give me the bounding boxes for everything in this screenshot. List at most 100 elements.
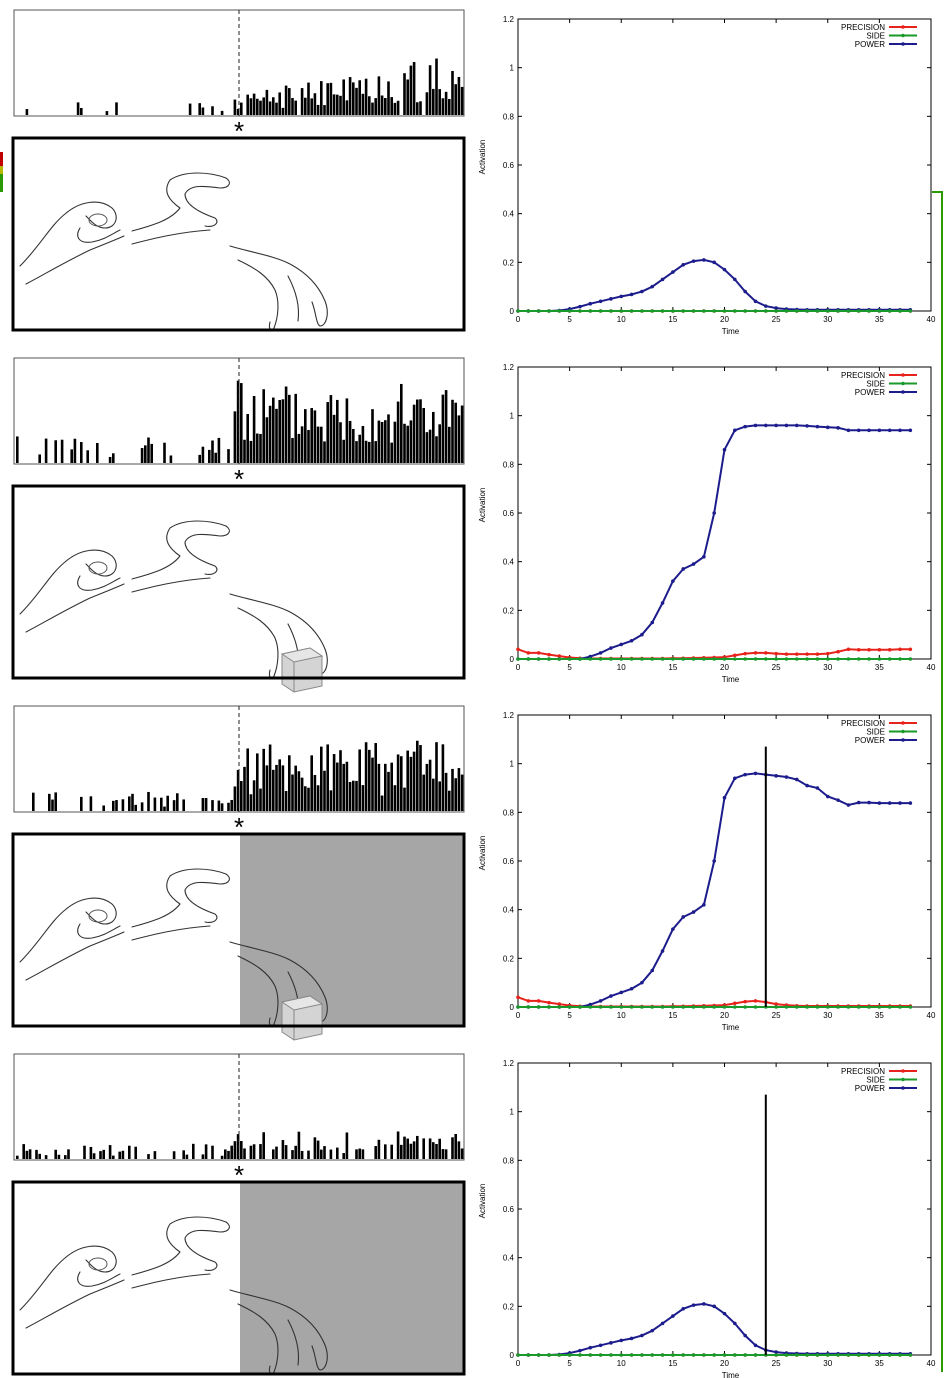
data-point-side (909, 1353, 913, 1357)
spike-bar (278, 759, 281, 811)
spike-bar (416, 1136, 419, 1159)
spike-bar (278, 92, 281, 115)
y-tick-label: 0.2 (503, 258, 515, 267)
spike-bar (182, 1150, 185, 1159)
spike-bar (330, 1150, 333, 1159)
spike-bar (454, 778, 457, 811)
data-point-power (754, 299, 758, 303)
data-point-power (702, 258, 706, 262)
legend-marker-precision (901, 1069, 905, 1073)
spike-bar (362, 426, 365, 463)
spike-bar (122, 1151, 125, 1159)
data-point-side (702, 309, 706, 313)
data-point-side (516, 309, 520, 313)
spike-bar (272, 1149, 275, 1159)
data-point-side (826, 1005, 830, 1009)
data-point-power (681, 915, 685, 919)
data-point-side (599, 309, 603, 313)
data-point-power (867, 428, 871, 432)
spike-bar (378, 764, 381, 811)
data-point-side (671, 309, 675, 313)
spike-bar (349, 77, 352, 115)
spike-bar (336, 1148, 339, 1159)
spike-bar (144, 445, 147, 463)
data-point-side (723, 1353, 727, 1357)
data-point-power (774, 424, 778, 428)
spike-bar (272, 398, 275, 463)
data-point-power (619, 295, 623, 299)
data-point-side (857, 309, 861, 313)
spike-bar (387, 414, 390, 463)
spike-bar (250, 1146, 253, 1159)
data-point-side (878, 309, 882, 313)
data-point-side (878, 1005, 882, 1009)
spike-bar (253, 94, 256, 115)
spike-bar (106, 111, 109, 115)
spike-bar (342, 764, 345, 811)
data-point-power (754, 424, 758, 428)
data-point-side (847, 1353, 851, 1357)
figure-row-3: *0 5 10 15 20 25 30 35 4000.20.40.60.811.2TimeAc… (13, 706, 936, 1040)
spike-bar (227, 449, 230, 463)
spike-bar (435, 742, 438, 811)
x-tick-label: 25 (772, 1359, 781, 1368)
data-point-side (692, 1353, 696, 1357)
spike-bar (54, 1150, 57, 1159)
data-point-side (816, 1353, 820, 1357)
data-point-side (909, 309, 913, 313)
data-point-precision (754, 651, 758, 655)
data-point-power (857, 801, 861, 805)
spike-bar (285, 791, 288, 811)
x-tick-label: 25 (772, 315, 781, 324)
spike-bar (262, 389, 265, 463)
data-point-side (795, 1353, 799, 1357)
spike-bar (397, 101, 400, 115)
x-tick-label: 35 (875, 663, 884, 672)
data-point-power (671, 1314, 675, 1318)
spike-bar (227, 803, 230, 811)
spike-bar (410, 1144, 413, 1159)
data-point-side (568, 309, 572, 313)
spike-bar (307, 788, 310, 811)
spike-bar (323, 771, 326, 811)
data-point-side (888, 657, 892, 661)
spike-bar (358, 80, 361, 115)
spike-bar (118, 1152, 121, 1159)
spike-bar (240, 1141, 243, 1159)
spike-bar (362, 1149, 365, 1159)
spike-bar (109, 1145, 112, 1159)
data-point-side (640, 1353, 644, 1357)
legend-marker-precision (901, 373, 905, 377)
spike-bar (410, 757, 413, 811)
spike-bar (461, 87, 464, 115)
data-point-side (702, 657, 706, 661)
spike-bar (198, 455, 201, 463)
spike-bar (198, 103, 201, 115)
spike-bar (112, 801, 115, 811)
data-point-precision (816, 652, 820, 656)
left-edge-mark-green (0, 174, 3, 192)
data-point-side (681, 1353, 685, 1357)
data-point-power (878, 801, 882, 805)
data-point-power (816, 425, 820, 429)
spike-bar (445, 1149, 448, 1159)
spike-bar (451, 71, 454, 115)
data-point-precision (743, 652, 747, 656)
spike-bar (333, 754, 336, 811)
data-point-side (743, 1005, 747, 1009)
data-point-power (712, 261, 716, 265)
spike-bar (358, 749, 361, 811)
data-point-side (609, 309, 613, 313)
data-point-side (712, 309, 716, 313)
spike-bar (352, 781, 355, 811)
spike-bar (326, 402, 329, 463)
data-point-power (733, 1322, 737, 1326)
data-point-power (661, 1322, 665, 1326)
data-point-power (733, 776, 737, 780)
data-point-power (640, 290, 644, 294)
spike-bar (250, 441, 253, 463)
data-point-side (609, 1353, 613, 1357)
data-point-side (578, 309, 582, 313)
spike-bar (70, 449, 73, 463)
spike-bar (282, 765, 285, 811)
